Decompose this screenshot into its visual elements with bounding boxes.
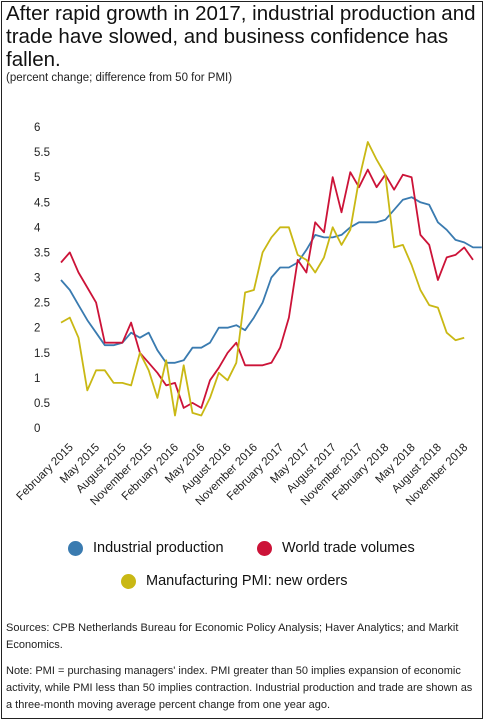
y-tick-label: 1.5 bbox=[34, 348, 50, 360]
y-tick-label: 0.5 bbox=[34, 398, 50, 410]
y-tick-label: 4 bbox=[34, 222, 41, 234]
y-tick-label: 1 bbox=[34, 373, 40, 385]
y-tick-label: 2.5 bbox=[34, 298, 50, 310]
legend-label-manufacturing-pmi: Manufacturing PMI: new orders bbox=[146, 573, 348, 589]
plot-area bbox=[60, 141, 482, 417]
chart-title: After rapid growth in 2017, industrial p… bbox=[6, 2, 476, 71]
y-tick-label: 5.5 bbox=[34, 147, 50, 159]
y-tick-label: 6 bbox=[34, 122, 40, 134]
legend-item-industrial-production: Industrial production bbox=[68, 540, 224, 556]
y-tick-label: 4.5 bbox=[34, 197, 50, 209]
legend-label-world-trade-volumes: World trade volumes bbox=[282, 540, 415, 556]
chart-notes: Sources: CPB Netherlands Bureau for Econ… bbox=[6, 620, 478, 714]
legend-label-industrial-production: Industrial production bbox=[93, 540, 224, 556]
series-line-industrial-production bbox=[60, 196, 482, 364]
series-line-world-trade-volumes bbox=[60, 168, 474, 409]
y-tick-label: 3 bbox=[34, 273, 40, 285]
chart-subtitle: (percent change; difference from 50 for … bbox=[6, 72, 233, 84]
legend-swatch-world-trade-volumes bbox=[257, 540, 272, 556]
y-tick-label: 3.5 bbox=[34, 247, 50, 259]
note-text: Note: PMI = purchasing managers' index. … bbox=[6, 665, 473, 711]
series-line-manufacturing-pmi-new-orders bbox=[60, 141, 465, 417]
y-tick-label: 0 bbox=[34, 423, 40, 435]
legend-swatch-industrial-production bbox=[68, 540, 83, 556]
legend-item-manufacturing-pmi: Manufacturing PMI: new orders bbox=[121, 573, 347, 589]
y-tick-label: 5 bbox=[34, 172, 40, 184]
y-tick-label: 2 bbox=[34, 323, 40, 335]
y-axis: 0 0.5 1 1.5 2 2.5 3 3.5 4 4.5 5 5.5 6 bbox=[34, 122, 50, 435]
legend-item-world-trade-volumes: World trade volumes bbox=[257, 540, 415, 556]
sources-text: Sources: CPB Netherlands Bureau for Econ… bbox=[6, 622, 459, 651]
legend-swatch-manufacturing-pmi bbox=[121, 573, 136, 589]
